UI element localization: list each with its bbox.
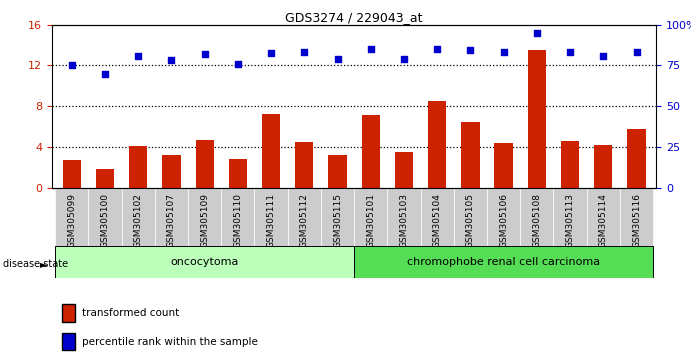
Text: GSM305104: GSM305104	[433, 193, 442, 249]
Text: GSM305109: GSM305109	[200, 193, 209, 249]
Bar	[528, 50, 546, 188]
Text: GSM305114: GSM305114	[599, 193, 608, 249]
Bar	[96, 169, 114, 188]
Bar	[254, 188, 287, 246]
Point	[366, 46, 377, 52]
Point	[631, 50, 642, 55]
Bar	[196, 140, 214, 188]
Bar	[229, 159, 247, 188]
Bar	[262, 114, 281, 188]
Text: GSM305112: GSM305112	[300, 193, 309, 249]
Bar	[155, 188, 188, 246]
Bar	[162, 155, 180, 188]
Bar	[122, 188, 155, 246]
Bar	[495, 143, 513, 188]
Bar	[561, 141, 579, 188]
Bar	[553, 188, 587, 246]
Bar	[462, 122, 480, 188]
Bar	[594, 145, 612, 188]
Title: GDS3274 / 229043_at: GDS3274 / 229043_at	[285, 11, 423, 24]
Point	[66, 63, 77, 68]
Text: GSM305108: GSM305108	[532, 193, 541, 249]
Text: GSM305103: GSM305103	[399, 193, 408, 249]
Point	[432, 46, 443, 52]
Bar	[520, 188, 553, 246]
Bar	[55, 188, 88, 246]
Point	[332, 57, 343, 62]
Bar	[55, 246, 354, 278]
Point	[166, 58, 177, 63]
Point	[199, 51, 210, 57]
Text: GSM305113: GSM305113	[565, 193, 575, 249]
Text: GSM305116: GSM305116	[632, 193, 641, 249]
Text: GSM305105: GSM305105	[466, 193, 475, 249]
Bar	[428, 101, 446, 188]
Text: transformed count: transformed count	[82, 308, 179, 318]
Bar	[395, 152, 413, 188]
Bar	[354, 246, 653, 278]
Point	[565, 50, 576, 55]
Bar	[295, 142, 314, 188]
Point	[133, 53, 144, 59]
Bar	[454, 188, 487, 246]
Text: percentile rank within the sample: percentile rank within the sample	[82, 337, 258, 347]
Point	[100, 71, 111, 76]
Text: GSM305111: GSM305111	[267, 193, 276, 249]
Text: GSM305099: GSM305099	[67, 193, 76, 249]
Bar	[88, 188, 122, 246]
Bar	[587, 188, 620, 246]
Point	[265, 51, 276, 56]
Bar	[287, 188, 321, 246]
Text: GSM305107: GSM305107	[167, 193, 176, 249]
Text: GSM305102: GSM305102	[133, 193, 143, 249]
Bar	[620, 188, 653, 246]
Point	[299, 50, 310, 55]
Point	[232, 62, 243, 67]
Bar	[221, 188, 254, 246]
Text: chromophobe renal cell carcinoma: chromophobe renal cell carcinoma	[407, 257, 600, 267]
Point	[531, 30, 542, 36]
Point	[399, 57, 410, 62]
Point	[465, 47, 476, 53]
Text: oncocytoma: oncocytoma	[171, 257, 239, 267]
Bar	[321, 188, 354, 246]
Bar	[487, 188, 520, 246]
Text: GSM305106: GSM305106	[499, 193, 508, 249]
Point	[498, 50, 509, 55]
Bar	[627, 129, 645, 188]
Bar	[354, 188, 388, 246]
Bar	[388, 188, 421, 246]
Bar	[188, 188, 221, 246]
Text: disease state: disease state	[3, 259, 68, 269]
Bar	[63, 160, 81, 188]
Text: GSM305101: GSM305101	[366, 193, 375, 249]
Text: GSM305100: GSM305100	[100, 193, 109, 249]
Text: GSM305110: GSM305110	[234, 193, 243, 249]
Bar	[129, 146, 147, 188]
Bar	[361, 115, 380, 188]
Point	[598, 53, 609, 59]
Text: ►: ►	[39, 259, 47, 269]
Bar	[328, 155, 347, 188]
Bar	[421, 188, 454, 246]
Text: GSM305115: GSM305115	[333, 193, 342, 249]
